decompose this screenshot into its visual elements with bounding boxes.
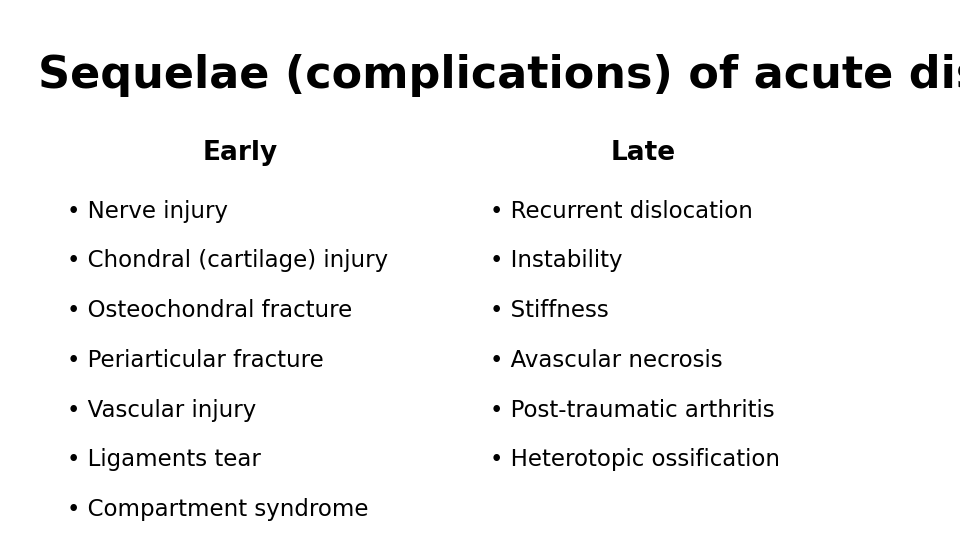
Text: • Nerve injury: • Nerve injury	[67, 200, 228, 223]
Text: • Stiffness: • Stiffness	[490, 299, 609, 322]
Text: • Periarticular fracture: • Periarticular fracture	[67, 349, 324, 372]
Text: • Chondral (cartilage) injury: • Chondral (cartilage) injury	[67, 249, 389, 273]
Text: Early: Early	[203, 140, 277, 166]
Text: • Instability: • Instability	[490, 249, 622, 273]
Text: • Ligaments tear: • Ligaments tear	[67, 448, 261, 471]
Text: Sequelae (complications) of acute dislocation: Sequelae (complications) of acute disloc…	[38, 54, 960, 97]
Text: • Post-traumatic arthritis: • Post-traumatic arthritis	[490, 399, 774, 422]
Text: Late: Late	[611, 140, 676, 166]
Text: • Compartment syndrome: • Compartment syndrome	[67, 498, 369, 521]
Text: • Vascular injury: • Vascular injury	[67, 399, 256, 422]
Text: • Osteochondral fracture: • Osteochondral fracture	[67, 299, 352, 322]
Text: • Heterotopic ossification: • Heterotopic ossification	[490, 448, 780, 471]
Text: • Avascular necrosis: • Avascular necrosis	[490, 349, 722, 372]
Text: • Recurrent dislocation: • Recurrent dislocation	[490, 200, 753, 223]
